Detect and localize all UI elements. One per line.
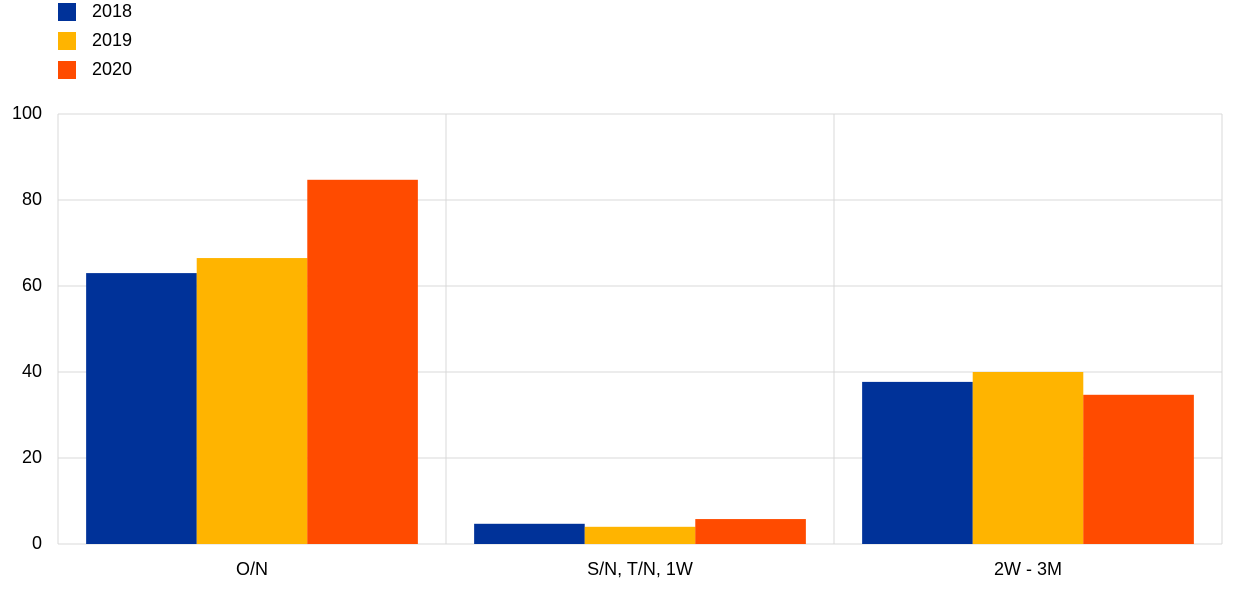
bar [972,372,1084,544]
x-tick-label: S/N, T/N, 1W [587,559,693,579]
legend-label: 2019 [92,30,132,50]
bar [584,526,696,544]
bar [307,179,418,545]
legend-swatch [58,32,76,50]
bar [1083,394,1194,544]
y-tick-label: 40 [22,361,42,381]
y-tick-label: 0 [32,533,42,553]
bar [695,519,806,544]
bar [196,258,308,544]
x-tick-label: 2W - 3M [994,559,1062,579]
y-tick-label: 60 [22,275,42,295]
bar [474,523,585,544]
legend-label: 2020 [92,59,132,79]
x-tick-label: O/N [236,559,268,579]
legend-label: 2018 [92,1,132,21]
legend-swatch [58,61,76,79]
y-tick-label: 20 [22,447,42,467]
legend-swatch [58,3,76,21]
bar [86,273,197,544]
bar [862,381,973,544]
y-tick-label: 100 [12,103,42,123]
y-tick-label: 80 [22,189,42,209]
